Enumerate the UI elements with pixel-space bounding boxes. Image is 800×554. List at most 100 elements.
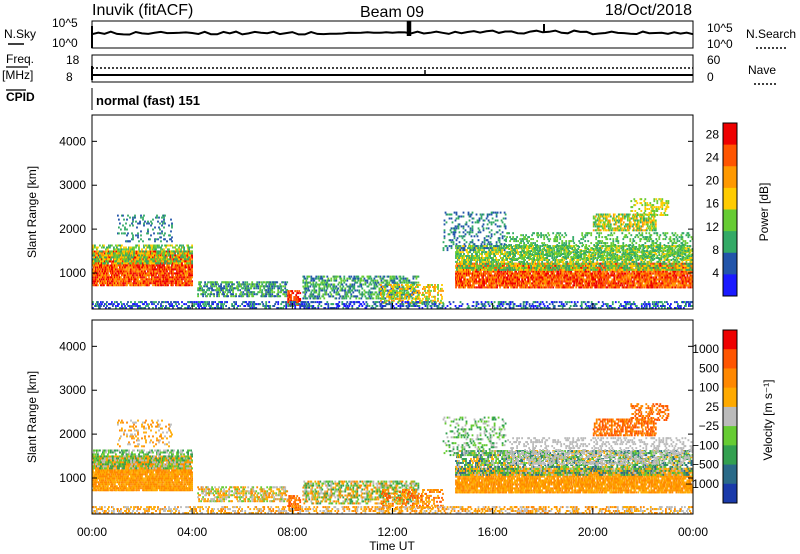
power-cell	[494, 276, 496, 279]
power-cell	[146, 278, 148, 281]
power-cell	[426, 295, 428, 298]
power-cell	[138, 268, 140, 271]
power-cell	[338, 293, 341, 296]
power-cell	[127, 282, 129, 285]
power-cell	[607, 280, 610, 283]
power-cell	[131, 274, 133, 277]
power-cell	[137, 276, 139, 279]
power-cell	[122, 258, 124, 261]
power-cell	[135, 284, 137, 287]
power-cell	[382, 275, 385, 278]
power-cell	[92, 262, 94, 265]
power-cell	[95, 254, 97, 257]
power-cell	[95, 262, 97, 265]
power-cell	[352, 285, 355, 288]
power-cell	[497, 274, 499, 277]
power-cell	[135, 234, 137, 237]
power-cell	[152, 256, 154, 259]
power-cell	[569, 280, 572, 283]
power-cell	[437, 299, 439, 302]
power-cell	[277, 293, 280, 296]
power-cell	[552, 272, 555, 275]
power-cell	[103, 274, 105, 277]
power-cell	[135, 250, 137, 253]
power-cell	[137, 256, 139, 259]
power-cell	[232, 283, 234, 286]
power-cell	[603, 266, 606, 269]
power-cell	[186, 284, 188, 287]
power-cell	[152, 272, 154, 275]
power-cell	[187, 276, 189, 279]
power-cell	[190, 276, 192, 279]
power-cell	[351, 283, 354, 286]
power-cell	[169, 252, 171, 255]
power-cell	[105, 260, 107, 263]
power-cell	[127, 240, 129, 243]
power-cell	[314, 285, 317, 288]
power-cell	[599, 262, 602, 265]
power-cell	[366, 281, 369, 284]
power-cell	[464, 270, 466, 273]
power-cell	[119, 268, 121, 271]
power-cell	[496, 284, 498, 287]
power-cell	[493, 266, 495, 269]
power-cell	[528, 286, 530, 289]
power-cell	[108, 244, 110, 247]
power-cell	[190, 252, 192, 255]
power-cell	[366, 297, 369, 300]
power-cell	[600, 276, 603, 279]
power-cell	[183, 248, 185, 251]
power-cell	[473, 266, 475, 269]
power-cell	[559, 272, 562, 275]
power-cell	[160, 262, 162, 265]
power-cell	[260, 291, 263, 294]
power-cell	[248, 283, 251, 286]
power-cell	[251, 293, 254, 296]
power-cell	[545, 272, 548, 275]
power-cell	[596, 262, 599, 265]
power-cell	[380, 284, 382, 286]
power-cell	[133, 216, 135, 219]
power-cell	[154, 226, 156, 229]
power-cell	[531, 284, 533, 287]
power-cell	[170, 284, 172, 287]
power-cell	[103, 268, 105, 271]
power-cell	[156, 284, 158, 287]
power-cell	[134, 254, 136, 257]
power-cell	[176, 262, 178, 265]
power-cell	[130, 276, 132, 279]
power-cell	[513, 274, 515, 277]
power-cell	[120, 250, 122, 253]
power-cell	[162, 272, 164, 275]
power-cell	[116, 266, 118, 269]
power-cell	[127, 256, 129, 259]
power-cell	[528, 270, 530, 273]
power-cell	[363, 277, 366, 280]
power-cell	[97, 276, 99, 279]
power-cell	[93, 254, 95, 257]
power-cell	[471, 274, 473, 277]
power-cell	[401, 293, 404, 296]
power-cell	[478, 286, 480, 289]
power-cell	[121, 258, 123, 261]
power-cell	[117, 252, 119, 255]
power-cell	[536, 278, 538, 281]
power-cell	[526, 282, 528, 285]
power-cell	[147, 256, 149, 259]
power-cell	[505, 276, 507, 279]
power-cell	[102, 276, 104, 279]
power-cell	[402, 293, 405, 296]
power-cell	[499, 282, 501, 285]
power-cell	[131, 232, 133, 235]
power-cell	[546, 270, 549, 273]
power-cell	[415, 286, 417, 288]
power-cell	[381, 281, 384, 284]
power-cell	[104, 272, 106, 275]
power-cell	[164, 238, 166, 241]
power-cell	[154, 264, 156, 267]
power-cell	[197, 289, 199, 292]
power-cell	[399, 287, 401, 290]
power-cell	[318, 289, 321, 292]
power-cell	[113, 282, 115, 285]
power-cell	[93, 264, 95, 267]
